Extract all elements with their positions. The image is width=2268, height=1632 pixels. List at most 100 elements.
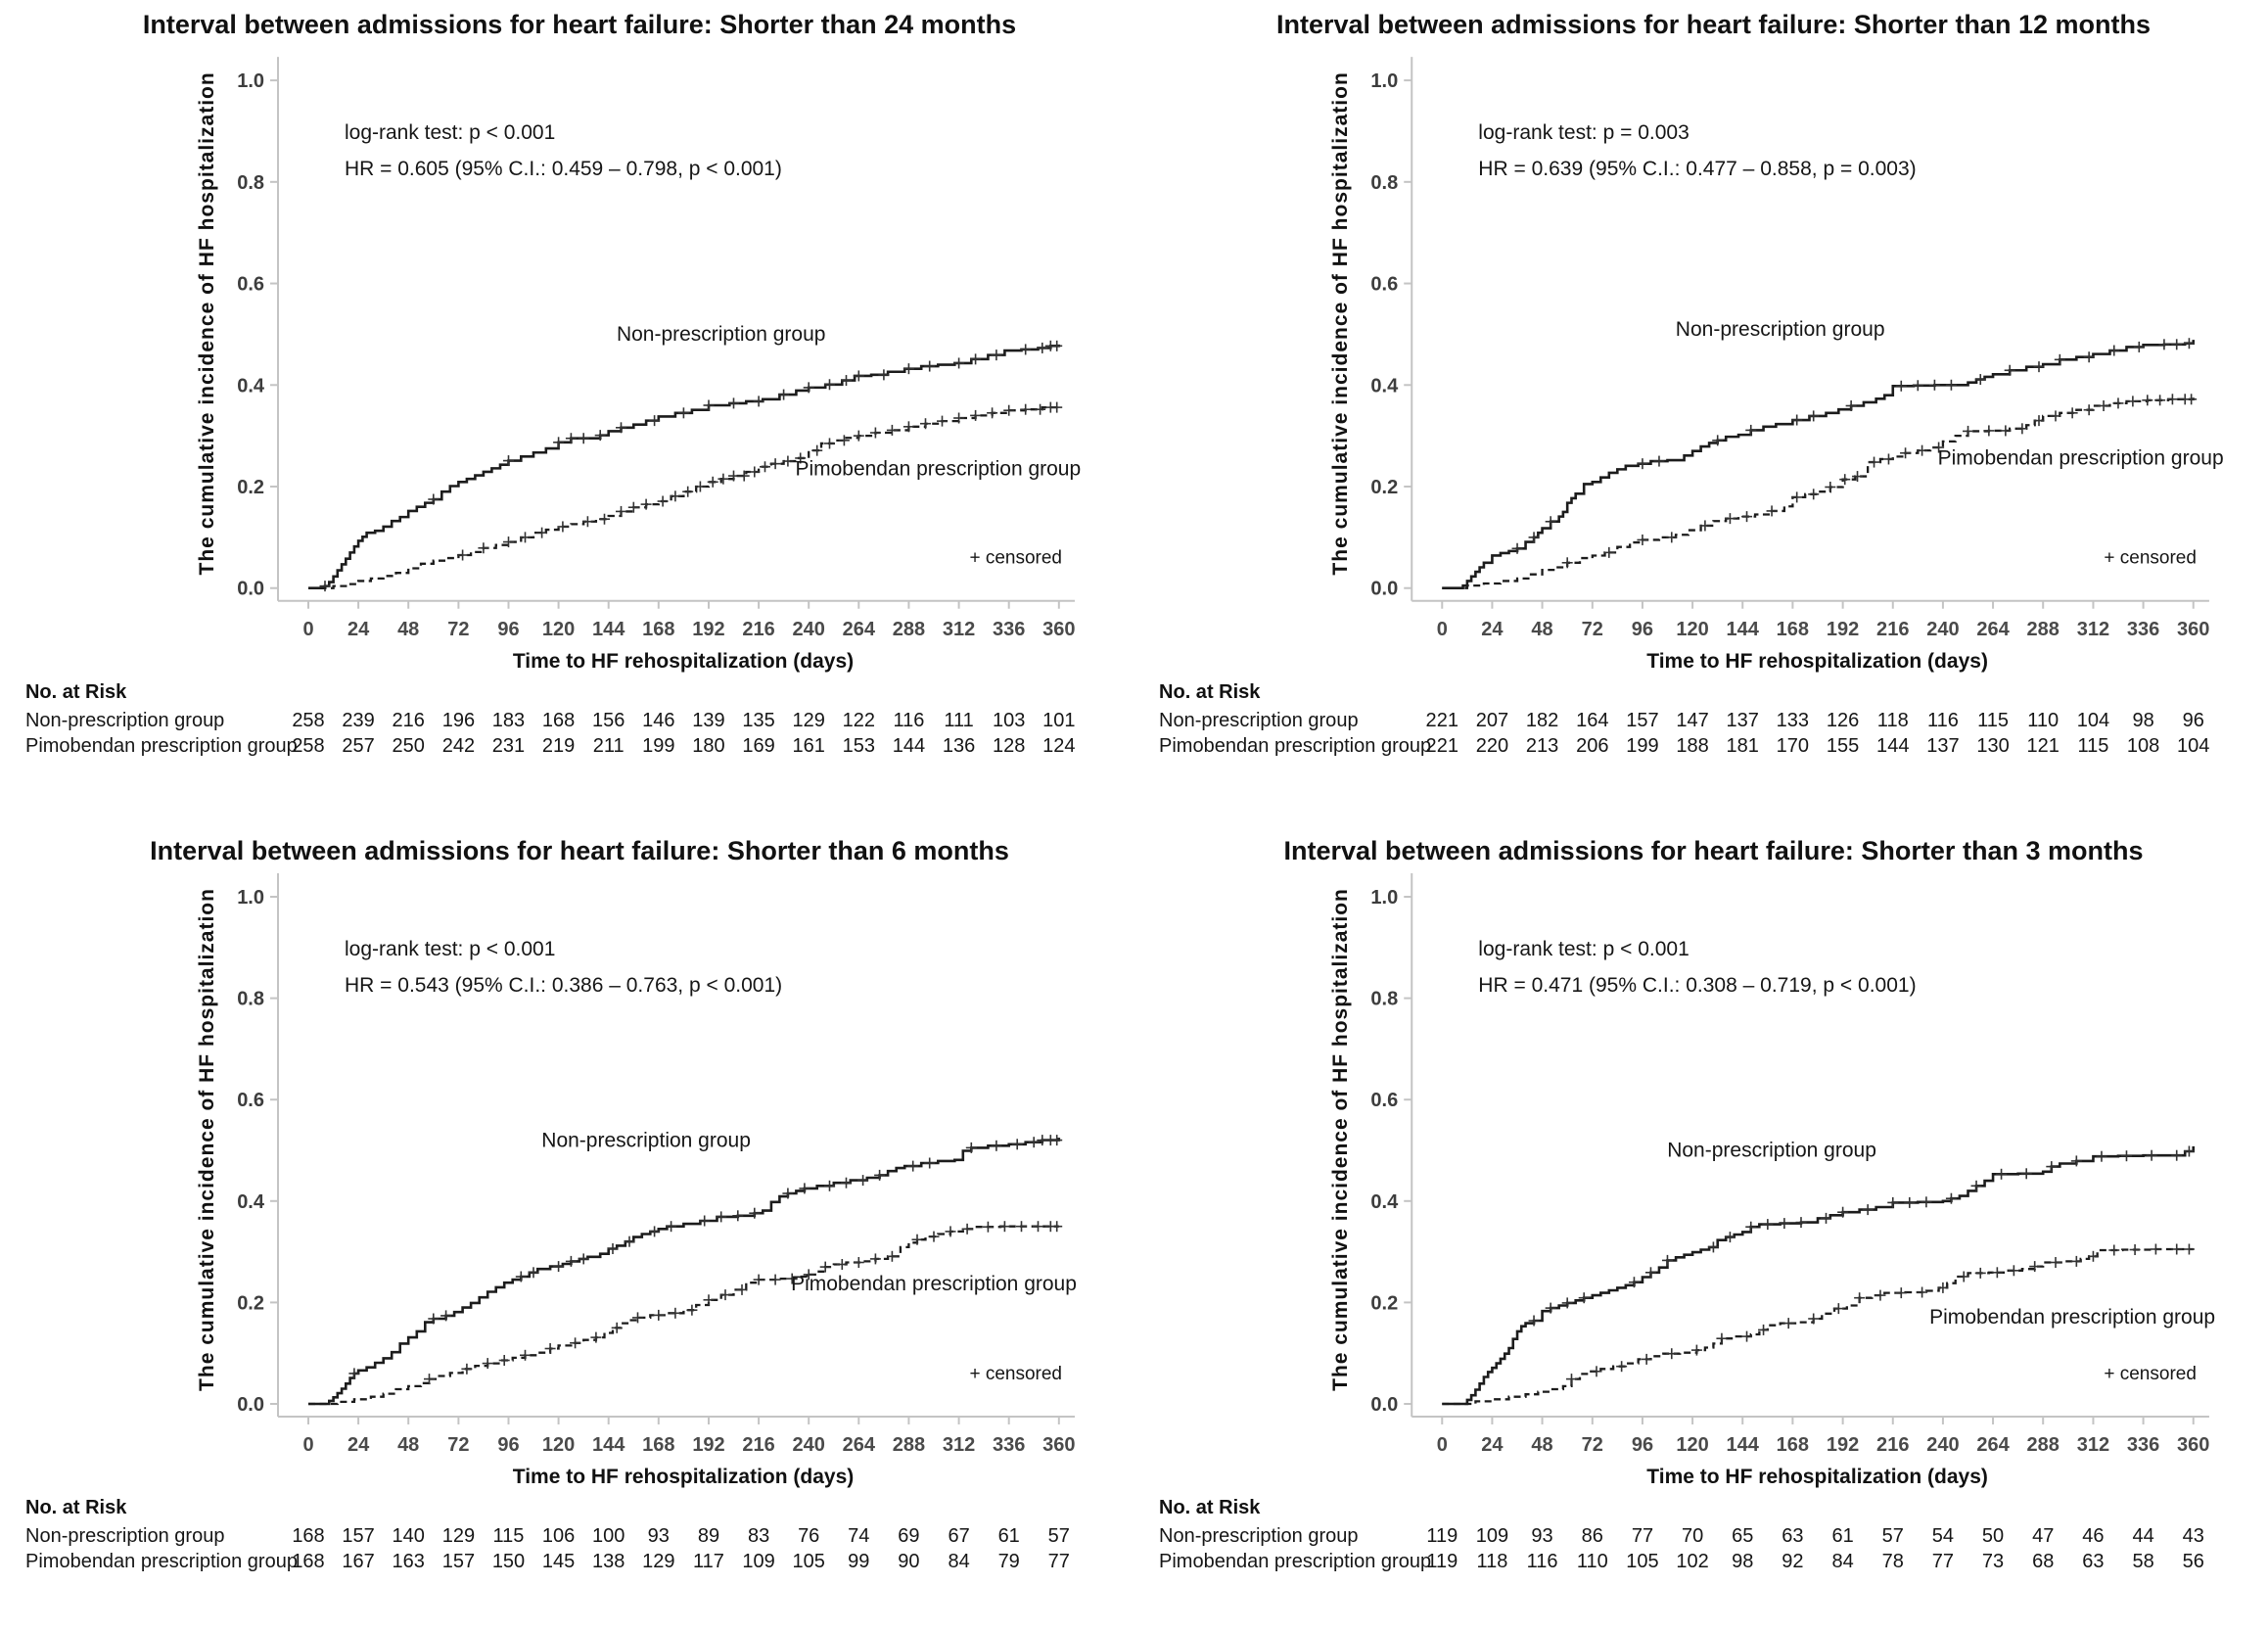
risk-count-non-prescription: 93: [648, 1525, 670, 1547]
x-tick-label: 144: [1727, 619, 1760, 640]
survival-curve: [308, 404, 1060, 589]
risk-count-pimobendan: 145: [542, 1551, 575, 1572]
y-axis-title: The cumulative incidence of HF hospitali…: [196, 71, 218, 575]
x-axis-ticks: 0 24 48 72 96 120 144 168 192 216 240 264 288 312 336 3…: [302, 1417, 1075, 1456]
risk-count-non-prescription: 103: [993, 710, 1025, 731]
hr-annotation: HR = 0.543 (95% C.I.: 0.386 – 0.763, p <…: [345, 974, 782, 997]
risk-count-pimobendan: 119: [1426, 1551, 1458, 1572]
survival-curve: [1442, 1247, 2194, 1406]
x-tick-label: 168: [1777, 1434, 1809, 1456]
series-label: Pimobendan prescription group: [1929, 1306, 2215, 1329]
risk-count-pimobendan: 181: [1727, 735, 1759, 757]
x-tick-label: 168: [642, 619, 674, 640]
x-tick-label: 288: [893, 619, 925, 640]
censored-note: + censored: [2104, 1364, 2197, 1384]
risk-count-pimobendan: 206: [1576, 735, 1608, 757]
y-tick-label: 0.2: [237, 477, 264, 498]
risk-count-non-prescription: 183: [492, 710, 525, 731]
risk-count-pimobendan: 199: [1626, 735, 1658, 757]
risk-count-pimobendan: 110: [1577, 1551, 1608, 1572]
risk-row-label-non-prescription: Non-prescription group: [1159, 1525, 1359, 1547]
risk-count-pimobendan: 220: [1476, 735, 1508, 757]
risk-count-non-prescription: 115: [493, 1525, 525, 1547]
survival-curve: [1442, 397, 2195, 589]
risk-table-values: 119 119 109 118 93 116 86 110 77 105 70 102 65 98 63 92…: [1426, 1525, 2204, 1572]
chart-generated-content: 1.0 0.8 0.6 0.4 0.2 0.0 0 24 48 72 96 120 144 168 192 2…: [1370, 57, 2224, 757]
risk-count-non-prescription: 221: [1426, 710, 1458, 731]
risk-count-non-prescription: 57: [1882, 1525, 1904, 1547]
risk-table-header: No. at Risk: [25, 681, 127, 703]
series-non-prescription: Non-prescription group: [308, 1129, 1063, 1406]
risk-count-non-prescription: 135: [742, 710, 774, 731]
chart-generated-content: 1.0 0.8 0.6 0.4 0.2 0.0 0 24 48 72 96 120 144 168 192 2…: [1370, 873, 2215, 1572]
x-tick-label: 120: [1676, 619, 1708, 640]
risk-count-non-prescription: 126: [1827, 710, 1859, 731]
risk-table-values: 221 221 207 220 182 213 164 206 157 199 147 188 137 1…: [1426, 710, 2210, 757]
x-tick-label: 0: [302, 1434, 313, 1456]
censor-marks: [1511, 338, 2195, 554]
y-tick-label: 1.0: [1370, 70, 1398, 92]
risk-count-non-prescription: 106: [542, 1525, 575, 1547]
y-tick-label: 1.0: [237, 887, 264, 909]
x-tick-label: 144: [1727, 1434, 1760, 1456]
y-axis-title: The cumulative incidence of HF hospitali…: [196, 888, 218, 1391]
x-tick-label: 360: [2177, 619, 2209, 640]
y-tick-label: 0.2: [1370, 477, 1398, 498]
risk-count-non-prescription: 70: [1682, 1525, 1703, 1547]
risk-count-pimobendan: 163: [393, 1551, 425, 1572]
risk-count-non-prescription: 43: [2183, 1525, 2204, 1547]
survival-curve: [308, 1225, 1059, 1406]
risk-table-values: 168 168 157 167 140 163 129 157 115 150 106 145 100 1…: [292, 1525, 1070, 1572]
risk-count-pimobendan: 130: [1976, 735, 2009, 757]
logrank-annotation: log-rank test: p = 0.003: [1478, 121, 1689, 144]
chart-title: Interval between admissions for heart fa…: [150, 836, 1009, 865]
risk-count-pimobendan: 77: [1048, 1551, 1070, 1572]
x-axis-ticks: 0 24 48 72 96 120 144 168 192 216 240 264 288 312 336 3…: [302, 600, 1075, 640]
risk-count-pimobendan: 79: [998, 1551, 1020, 1572]
km-chart-3-months: Interval between admissions for heart fa…: [1159, 836, 2215, 1572]
risk-count-non-prescription: 77: [1632, 1525, 1653, 1547]
risk-count-pimobendan: 168: [292, 1551, 324, 1572]
x-tick-label: 360: [1042, 619, 1075, 640]
x-tick-label: 72: [1582, 619, 1603, 640]
x-tick-label: 48: [1531, 1434, 1552, 1456]
risk-count-pimobendan: 99: [848, 1551, 869, 1572]
risk-count-non-prescription: 118: [1877, 710, 1909, 731]
x-tick-label: 336: [993, 619, 1025, 640]
series-non-prescription: Non-prescription group: [1442, 318, 2196, 590]
x-axis-ticks: 0 24 48 72 96 120 144 168 192 216 240 264 288 312 336 3…: [1437, 600, 2209, 640]
risk-count-pimobendan: 109: [742, 1551, 774, 1572]
risk-count-non-prescription: 146: [642, 710, 674, 731]
survival-curve: [1442, 1145, 2196, 1406]
risk-count-non-prescription: 182: [1526, 710, 1558, 731]
x-tick-label: 264: [843, 619, 876, 640]
x-tick-label: 72: [447, 1434, 469, 1456]
y-tick-label: 1.0: [1370, 887, 1398, 909]
y-tick-label: 0.2: [1370, 1292, 1398, 1314]
x-tick-label: 48: [397, 1434, 419, 1456]
risk-count-pimobendan: 68: [2032, 1551, 2054, 1572]
risk-count-non-prescription: 65: [1732, 1525, 1753, 1547]
risk-count-non-prescription: 111: [944, 710, 973, 731]
x-tick-label: 192: [692, 1434, 724, 1456]
x-tick-label: 0: [1437, 1434, 1448, 1456]
y-axis-title: The cumulative incidence of HF hospitali…: [1329, 888, 1352, 1391]
x-tick-label: 96: [497, 619, 519, 640]
y-tick-label: 0.8: [237, 989, 264, 1010]
risk-count-non-prescription: 116: [893, 710, 924, 731]
panel-shorter-than-12-months: Interval between admissions for heart fa…: [1134, 0, 2268, 816]
risk-table-header: No. at Risk: [1159, 1497, 1261, 1518]
risk-count-pimobendan: 102: [1676, 1551, 1708, 1572]
axes: [1411, 873, 2209, 1418]
risk-count-non-prescription: 129: [793, 710, 825, 731]
hr-annotation: HR = 0.471 (95% C.I.: 0.308 – 0.719, p <…: [1478, 974, 1916, 997]
risk-row-label-non-prescription: Non-prescription group: [25, 1525, 224, 1547]
y-tick-label: 0.4: [1370, 1191, 1399, 1213]
risk-count-non-prescription: 50: [1982, 1525, 2004, 1547]
y-tick-label: 0.8: [1370, 172, 1398, 194]
risk-row-label-non-prescription: Non-prescription group: [1159, 710, 1359, 731]
x-tick-label: 0: [302, 619, 313, 640]
y-tick-label: 1.0: [237, 70, 264, 92]
survival-curve: [308, 1138, 1061, 1406]
